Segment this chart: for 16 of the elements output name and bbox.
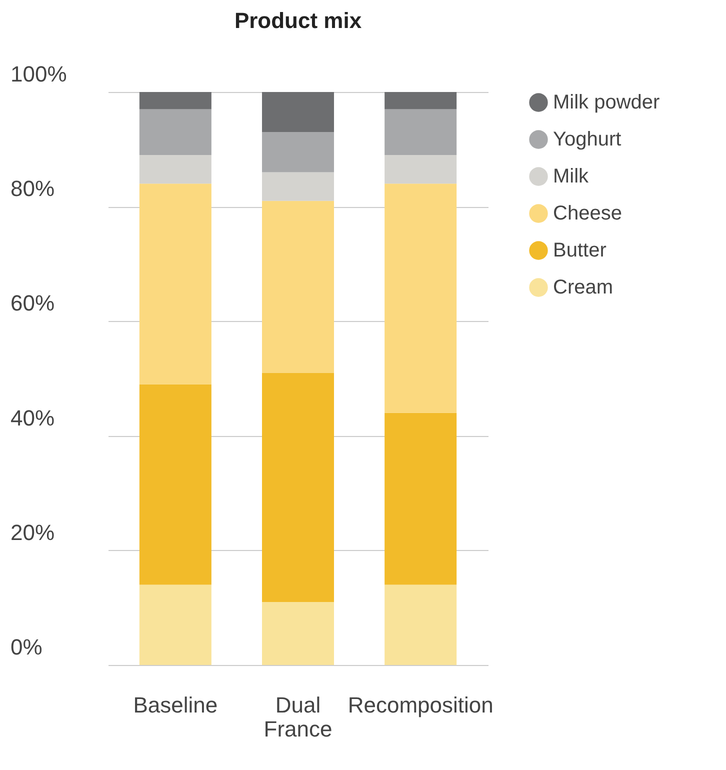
y-tick-label: 100% bbox=[10, 62, 67, 86]
y-tick-label: 80% bbox=[10, 176, 55, 202]
legend-label: Yoghurt bbox=[553, 128, 622, 150]
x-tick-label: Recomposition bbox=[348, 692, 494, 718]
legend-label: Cream bbox=[553, 276, 614, 298]
y-tick-label: 20% bbox=[10, 520, 55, 545]
legend-label: Milk powder bbox=[553, 92, 660, 114]
x-tick-label: Dual France bbox=[264, 692, 332, 742]
y-tick-label: 40% bbox=[10, 405, 55, 430]
x-tick-label: Baseline bbox=[133, 692, 218, 718]
legend-label: Milk bbox=[553, 166, 590, 188]
legend-label: Butter bbox=[553, 240, 607, 262]
y-tick-label: 0% bbox=[10, 634, 42, 660]
chart-title: Product mix bbox=[234, 8, 362, 33]
y-tick-label: 60% bbox=[10, 290, 55, 316]
legend-label: Cheese bbox=[553, 202, 622, 224]
